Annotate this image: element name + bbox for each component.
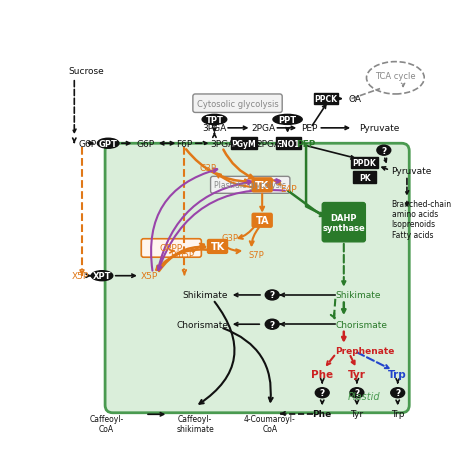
Text: G6P: G6P [136,139,154,149]
Text: Phe: Phe [311,369,333,379]
Text: S7P: S7P [249,250,264,259]
Text: PK: PK [359,173,370,182]
Text: TCA cycle: TCA cycle [375,72,416,81]
Text: PEP: PEP [301,124,317,133]
Text: DAHP
synthase: DAHP synthase [322,213,365,233]
Text: Prephenate: Prephenate [335,346,395,355]
Text: TK: TK [255,180,269,190]
FancyBboxPatch shape [353,172,376,184]
Text: Shikimate: Shikimate [335,291,381,300]
Text: Tyr: Tyr [350,409,364,418]
Text: Pyruvate: Pyruvate [392,166,432,175]
Text: Trp: Trp [391,409,404,418]
Text: Trp: Trp [388,369,407,379]
Ellipse shape [265,319,279,329]
Text: Shikimate: Shikimate [183,291,228,300]
Ellipse shape [377,146,391,156]
Text: TPT: TPT [206,116,223,125]
FancyBboxPatch shape [193,95,282,113]
FancyBboxPatch shape [141,239,201,258]
Text: PPCK: PPCK [315,95,337,104]
Text: ?: ? [381,147,386,155]
Ellipse shape [91,271,113,281]
Text: PPDK: PPDK [353,159,376,168]
Ellipse shape [202,115,227,125]
Ellipse shape [350,388,364,398]
Text: Caffeoyl-
shikimate: Caffeoyl- shikimate [176,414,214,433]
Text: Chorismate: Chorismate [335,320,387,329]
Text: Sucrose: Sucrose [68,67,104,75]
Text: Branched-chain
amino acids
Isoprenoids
Fatty acids: Branched-chain amino acids Isoprenoids F… [392,199,452,239]
FancyBboxPatch shape [105,144,409,413]
Ellipse shape [273,115,302,125]
Text: Pyruvate: Pyruvate [359,124,400,133]
Text: ?: ? [395,388,401,397]
Text: PGyM: PGyM [231,139,256,149]
Text: E4P: E4P [280,185,297,194]
Text: ENO1: ENO1 [277,139,300,149]
Text: 3PGA: 3PGA [202,124,227,133]
FancyBboxPatch shape [252,214,272,228]
Text: TA: TA [255,216,269,226]
Text: Chorismate: Chorismate [176,320,228,329]
FancyBboxPatch shape [231,138,257,150]
Text: Phe: Phe [313,409,332,418]
Text: GPT: GPT [99,139,118,149]
Text: Caffeoyl-
CoA: Caffeoyl- CoA [90,414,124,433]
Text: OA: OA [348,95,361,104]
Text: ?: ? [354,388,359,397]
Text: 2PGA: 2PGA [256,139,281,149]
Text: XPT: XPT [93,272,111,280]
Text: PEP: PEP [296,139,316,149]
Text: Plastidic glycolysis: Plastidic glycolysis [214,181,286,190]
Text: G3P: G3P [221,233,238,242]
Text: G6P: G6P [79,139,97,149]
Text: 4-Coumaroyl-
CoA: 4-Coumaroyl- CoA [244,414,296,433]
Text: X5P: X5P [72,272,89,280]
Ellipse shape [265,290,279,300]
FancyBboxPatch shape [352,158,378,169]
Text: ?: ? [319,388,325,397]
Text: Cytosolic glycolysis: Cytosolic glycolysis [197,100,278,109]
Ellipse shape [391,388,405,398]
Text: ?: ? [270,291,275,300]
FancyBboxPatch shape [252,178,272,192]
Text: Tyr: Tyr [348,369,366,379]
Ellipse shape [315,388,329,398]
Text: OPPP: OPPP [160,244,183,253]
Text: 3PGA: 3PGA [210,139,234,149]
Text: TK: TK [210,242,225,252]
Text: Plastid: Plastid [347,391,380,401]
Text: Rib5P: Rib5P [170,250,194,259]
FancyBboxPatch shape [276,138,301,150]
Text: ?: ? [270,320,275,329]
FancyBboxPatch shape [322,203,365,242]
Text: G3P: G3P [200,164,217,173]
Text: X5P: X5P [141,272,158,280]
Ellipse shape [97,139,119,149]
Text: PPT: PPT [279,116,297,125]
FancyBboxPatch shape [208,240,228,254]
Text: 2PGA: 2PGA [252,124,276,133]
FancyBboxPatch shape [314,94,338,105]
FancyBboxPatch shape [210,177,290,194]
Text: F6P: F6P [176,139,192,149]
